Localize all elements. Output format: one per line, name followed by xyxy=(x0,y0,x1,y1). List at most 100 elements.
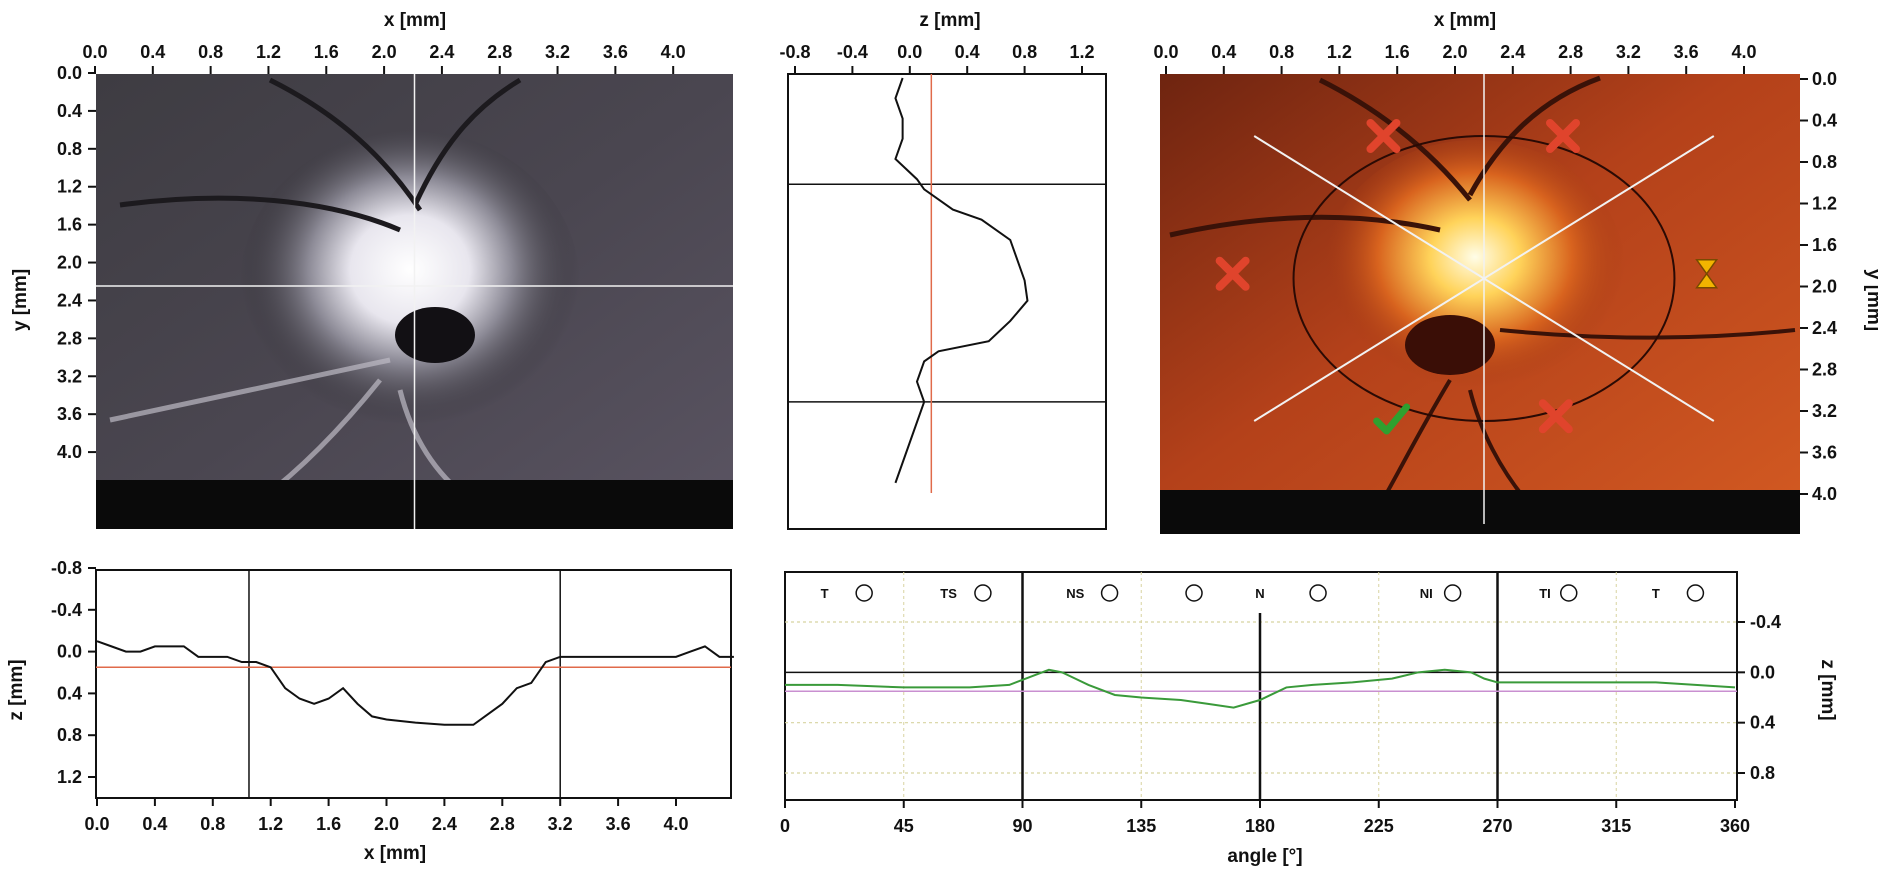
y-tick-label: 0.4 xyxy=(57,101,82,121)
vessel-upper xyxy=(119,77,522,233)
sector-position-icon xyxy=(1185,584,1203,602)
fundus-color-axes: 0.0 0.4 0.8 1.2 1.6 2.0 2.4 2.8 3.2 3.6 4.0 x [mm] 0… xyxy=(1153,10,1878,504)
fail-cross-marker xyxy=(1366,119,1401,153)
y-tick-label: 0.8 xyxy=(57,139,82,159)
x-tick-label: 0.0 xyxy=(897,42,922,62)
x-axis-label: z [mm] xyxy=(919,10,980,31)
sector-label: TI xyxy=(1539,586,1551,601)
x-tick-label: -0.8 xyxy=(779,42,810,62)
circumferential-profile-curve xyxy=(785,668,1736,709)
y-tick-label: 0.4 xyxy=(1812,111,1837,131)
y-tick-label: 0.8 xyxy=(57,725,82,745)
horizontal-depth-profile-panel: 0.0 0.4 0.8 1.2 1.6 2.0 2.4 2.8 3.2 3.6 4.0 x [mm] -… xyxy=(6,558,734,864)
fundus-color-overlay xyxy=(1215,74,1719,524)
x-tick-label: 3.2 xyxy=(545,42,570,62)
x-tick-label: 2.0 xyxy=(374,814,399,834)
sector-label: N xyxy=(1255,586,1264,601)
x-tick-label: 2.4 xyxy=(1500,42,1525,62)
vertical-profile-axes: -0.8 -0.4 0.0 0.4 0.8 1.2 z [mm] xyxy=(779,10,1095,74)
y-tick-label: 3.6 xyxy=(1812,443,1837,463)
horizontal-profile-frame xyxy=(95,569,732,799)
x-tick-label: 0.8 xyxy=(200,814,225,834)
y-tick-label: -0.8 xyxy=(51,558,82,578)
x-tick-label: 2.4 xyxy=(432,814,457,834)
y-tick-label: 4.0 xyxy=(57,442,82,462)
y-tick-label: 2.8 xyxy=(57,328,82,348)
y-tick-label: -0.4 xyxy=(1750,612,1781,632)
fundus-grayscale-panel: 0.0 0.4 0.8 1.2 1.6 2.0 2.4 2.8 3.2 3.6 4.0 x [mm] 0… xyxy=(10,10,733,529)
x-axis-label: x [mm] xyxy=(384,10,446,31)
borderline-hourglass-marker xyxy=(1695,259,1719,289)
x-tick-label: 0.0 xyxy=(82,42,107,62)
y-tick-label: 2.8 xyxy=(1812,360,1837,380)
vessel-upper-color xyxy=(1169,75,1601,238)
x-tick-label: 2.0 xyxy=(1442,42,1467,62)
sector-label: NI xyxy=(1420,586,1433,601)
x-tick-label: 1.2 xyxy=(1069,42,1094,62)
x-tick-label: 4.0 xyxy=(663,814,688,834)
x-tick-label: 1.6 xyxy=(1385,42,1410,62)
circumferential-profile-panel: T TS NS N NI TI T 0 45 90 135 180 225 270 315 360 angle … xyxy=(780,571,1838,867)
y-tick-label: 0.0 xyxy=(1750,662,1775,682)
x-tick-label: 4.0 xyxy=(661,42,686,62)
x-tick-label: 0.4 xyxy=(140,42,165,62)
x-tick-label: 4.0 xyxy=(1731,42,1756,62)
x-axis-label: angle [°] xyxy=(1227,846,1302,867)
fail-cross-marker xyxy=(1215,256,1250,291)
y-tick-label: 1.6 xyxy=(57,215,82,235)
y-tick-label: 0.0 xyxy=(57,63,82,83)
y-tick-label: 2.4 xyxy=(57,290,82,310)
y-tick-label: 1.2 xyxy=(57,767,82,787)
fail-cross-marker xyxy=(1546,119,1580,153)
x-tick-label: 0.0 xyxy=(84,814,109,834)
y-tick-label: 0.4 xyxy=(57,683,82,703)
x-tick-label: 135 xyxy=(1126,816,1156,836)
y-tick-label: 4.0 xyxy=(1812,484,1837,504)
fundus-color-bottom-band xyxy=(1160,490,1800,534)
y-tick-label: 2.4 xyxy=(1812,318,1837,338)
y-tick-label: 3.2 xyxy=(57,366,82,386)
pass-check-marker xyxy=(1373,403,1411,435)
y-tick-label: 0.8 xyxy=(1750,763,1775,783)
y-tick-label: 1.6 xyxy=(1812,235,1837,255)
x-tick-label: 1.2 xyxy=(256,42,281,62)
x-tick-label: 1.2 xyxy=(1327,42,1352,62)
sector-position-icon xyxy=(1443,584,1462,602)
y-tick-label: 0.4 xyxy=(1750,713,1775,733)
x-tick-label: 2.8 xyxy=(1558,42,1583,62)
scan-diagonal-line xyxy=(1253,135,1715,422)
sector-position-icon xyxy=(974,584,992,602)
x-tick-label: 0 xyxy=(780,816,790,836)
y-tick-label: 0.0 xyxy=(1812,69,1837,89)
horizontal-profile-plot xyxy=(96,570,734,798)
horizontal-profile-curve xyxy=(96,640,734,726)
x-tick-label: 3.6 xyxy=(606,814,631,834)
x-tick-label: 1.6 xyxy=(314,42,339,62)
x-tick-label: 1.2 xyxy=(258,814,283,834)
circumferential-profile-axes: T TS NS N NI TI T 0 45 90 135 180 225 270 315 360 angle … xyxy=(780,584,1838,867)
y-axis-label: y [mm] xyxy=(1863,269,1878,331)
y-tick-label: 2.0 xyxy=(1812,277,1837,297)
sector-label: TS xyxy=(940,586,957,601)
x-tick-label: 0.4 xyxy=(1211,42,1236,62)
fundus-grayscale-crosshair xyxy=(96,74,733,529)
x-axis-label: x [mm] xyxy=(1434,10,1496,31)
sector-position-icon xyxy=(1100,584,1119,602)
y-tick-label: 3.2 xyxy=(1812,401,1837,421)
horizontal-profile-axes: 0.0 0.4 0.8 1.2 1.6 2.0 2.4 2.8 3.2 3.6 4.0 x [mm] -… xyxy=(6,558,689,864)
x-tick-label: 90 xyxy=(1012,816,1032,836)
x-tick-label: 3.2 xyxy=(1616,42,1641,62)
optic-cup-dark-region xyxy=(395,307,475,363)
y-tick-label: 3.6 xyxy=(57,404,82,424)
x-tick-label: 315 xyxy=(1601,816,1631,836)
x-tick-label: 225 xyxy=(1364,816,1394,836)
x-tick-label: 2.4 xyxy=(429,42,454,62)
y-axis-label: y [mm] xyxy=(10,269,31,331)
x-tick-label: 2.8 xyxy=(490,814,515,834)
x-tick-label: 0.4 xyxy=(955,42,980,62)
y-tick-label: 1.2 xyxy=(57,177,82,197)
x-tick-label: 45 xyxy=(894,816,914,836)
vertical-depth-profile-panel: -0.8 -0.4 0.0 0.4 0.8 1.2 z [mm] xyxy=(779,10,1107,530)
x-tick-label: 3.6 xyxy=(603,42,628,62)
vertical-profile-plot xyxy=(788,74,1106,493)
